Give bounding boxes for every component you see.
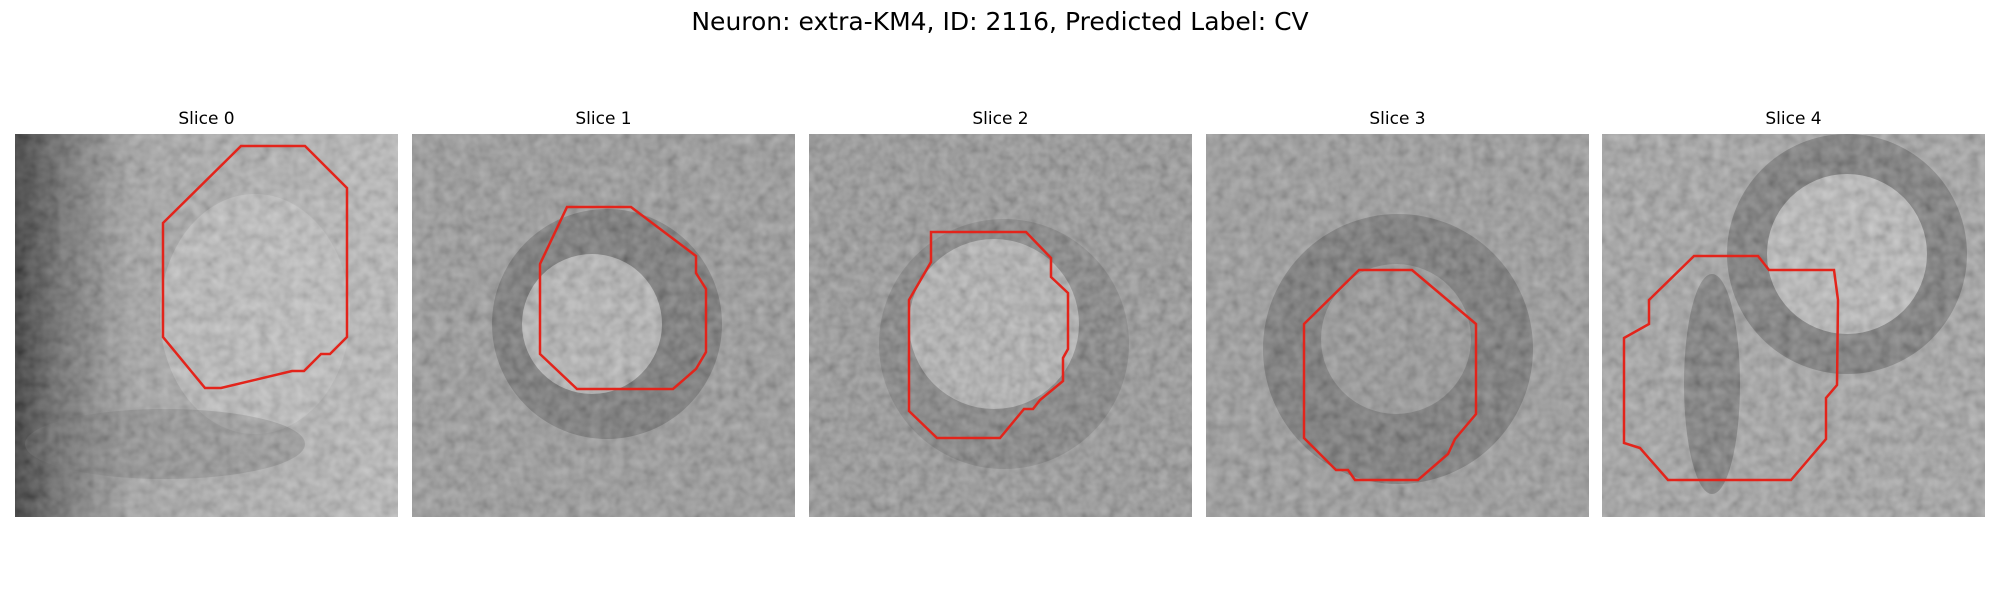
slice-image xyxy=(1206,134,1589,517)
figure-title: Neuron: extra-KM4, ID: 2116, Predicted L… xyxy=(0,6,2000,38)
slice-panel-2: Slice 2 xyxy=(809,108,1192,522)
slice-panel-3: Slice 3 xyxy=(1206,108,1589,522)
slice-image xyxy=(412,134,795,517)
slice-title: Slice 3 xyxy=(1206,108,1589,130)
slice-title: Slice 1 xyxy=(412,108,795,130)
slice-panel-4: Slice 4 xyxy=(1602,108,1985,522)
slice-image xyxy=(809,134,1192,517)
slice-image xyxy=(15,134,398,517)
slice-title: Slice 2 xyxy=(809,108,1192,130)
slice-panel-1: Slice 1 xyxy=(412,108,795,522)
slice-image xyxy=(1602,134,1985,517)
slice-panel-0: Slice 0 xyxy=(15,108,398,522)
slice-title: Slice 0 xyxy=(15,108,398,130)
slice-title: Slice 4 xyxy=(1602,108,1985,130)
